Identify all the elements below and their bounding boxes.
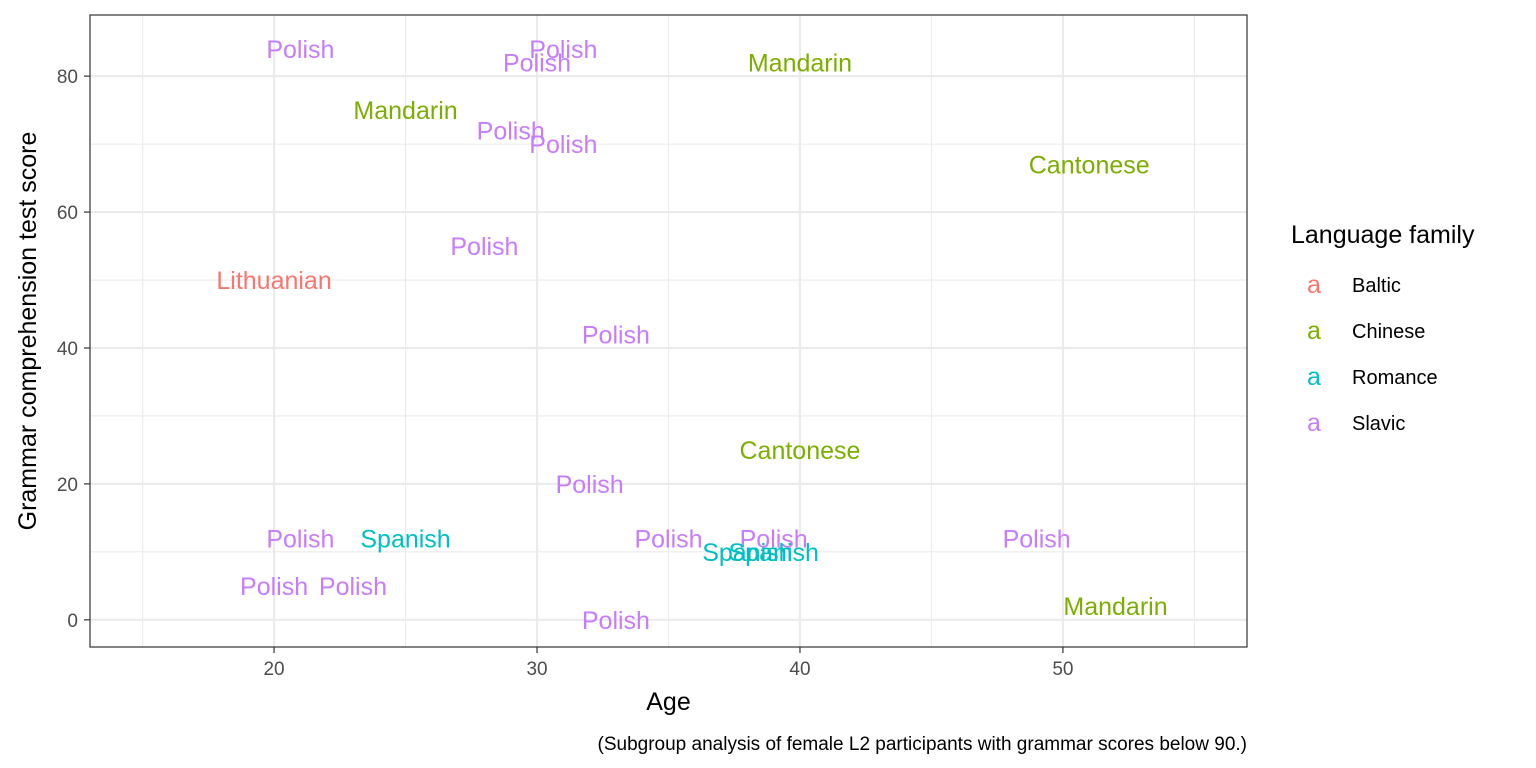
point-label: Mandarin [1063,593,1167,621]
legend-key-glyph: a [1307,363,1321,391]
point-label: Polish [503,50,571,78]
point-label: Polish [634,525,702,553]
point-label: Polish [450,233,518,261]
point-label: Polish [582,607,650,635]
y-tick-label: 20 [57,475,78,496]
legend-entry-label: Chinese [1352,321,1425,343]
y-tick-label: 60 [57,203,78,224]
point-label: Spanish [702,539,792,567]
x-tick-label: 50 [1052,659,1073,680]
point-label: Mandarin [353,97,457,125]
x-tick-label: 20 [263,659,284,680]
y-tick-label: 0 [67,611,78,632]
point-label: Cantonese [1029,152,1150,180]
major-gridlines [90,15,1247,647]
minor-gridlines [90,15,1247,647]
x-axis-title: Age [646,688,690,716]
point-label: Polish [477,118,545,146]
point-label: Polish [582,321,650,349]
y-tick-label: 80 [57,67,78,88]
legend-key-glyph: a [1307,317,1321,345]
legend-entry-label: Slavic [1352,413,1405,435]
x-axis-ticks: 20 30 40 50 [263,647,1074,680]
point-label: Polish [240,573,308,601]
legend-key-glyph: a [1307,271,1321,299]
point-label: Polish [740,525,808,553]
point-label: Polish [1003,525,1071,553]
legend-key-glyph: a [1307,409,1321,437]
point-label: Polish [529,36,597,64]
x-tick-label: 40 [789,659,810,680]
legend-title: Language family [1291,221,1475,249]
x-tick-label: 30 [526,659,547,680]
legend-entry-label: Romance [1352,367,1438,389]
point-label: Polish [319,573,387,601]
point-label: Mandarin [748,50,852,78]
legend-entry-label: Baltic [1352,275,1401,297]
point-label: Polish [266,525,334,553]
point-label: Spanish [729,539,819,567]
point-label: Polish [556,471,624,499]
point-label: Lithuanian [216,267,331,295]
point-label: Polish [529,131,597,159]
chart-caption: (Subgroup analysis of female L2 particip… [598,734,1247,755]
plot-panel-border [89,14,1248,648]
y-tick-label: 40 [57,339,78,360]
y-axis-title: Grammar comprehension test score [14,132,42,531]
point-label: Spanish [360,525,450,553]
legend-entries: a Baltic a Chinese a Romance a Slavic [1307,271,1438,437]
y-axis-ticks: 0 20 40 60 80 [57,67,90,632]
point-label: Polish [266,36,334,64]
point-label: Cantonese [740,437,861,465]
